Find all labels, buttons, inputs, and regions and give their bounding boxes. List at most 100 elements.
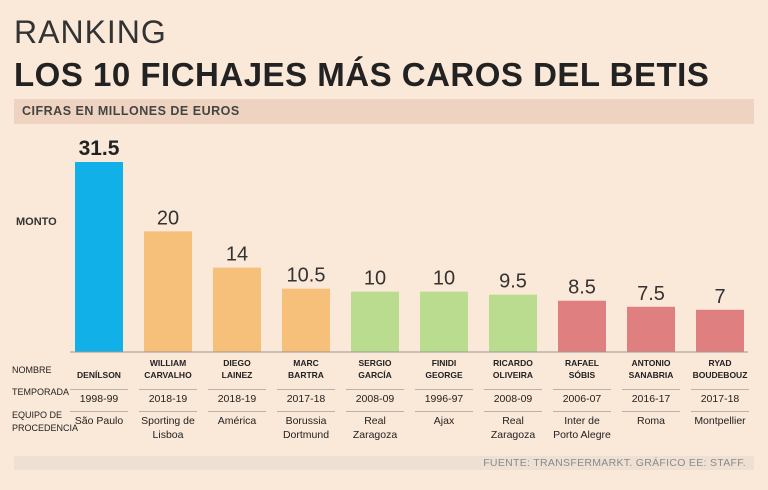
bar-9 [627, 306, 675, 352]
player-team-line-1: América [217, 415, 257, 427]
value-label-1: 31.5 [79, 137, 120, 160]
footer-band [14, 456, 754, 470]
player-name-line-2: BOUDEBOUZ [692, 370, 748, 380]
player-season: 1998-99 [79, 393, 119, 405]
player-team-line-2: Zaragoza [490, 429, 536, 441]
player-team-line-1: Borussia [285, 415, 327, 427]
value-label-8: 8.5 [568, 277, 596, 299]
player-team: São Paulo [66, 414, 132, 428]
player-name-line-1: FINIDI [431, 358, 457, 368]
bar-10 [696, 309, 744, 352]
player-name: MARC BARTRA [273, 357, 339, 381]
player-name: WILLIAM CARVALHO [135, 357, 201, 381]
player-team: Ajax [411, 414, 477, 428]
chart-title: LOS 10 FICHAJES MÁS CAROS DEL BETIS [14, 56, 710, 93]
player-name: ANTONIO SANABRIA [618, 357, 684, 381]
player-name: DIEGO LAINEZ [204, 357, 270, 381]
row-separator [484, 411, 542, 412]
player-team-line-1: Inter de [564, 415, 600, 427]
player-season: 2018-19 [148, 393, 188, 405]
player-team-line-2: Zaragoza [352, 429, 398, 441]
player-team-line-1: Montpellier [694, 415, 746, 427]
row-separator [415, 389, 473, 390]
player-name-line-2: CARVALHO [144, 370, 192, 380]
bar-5 [351, 291, 399, 352]
chart-subtitle: CIFRAS EN MILLONES DE EUROS [22, 104, 240, 118]
row-separator [415, 411, 473, 412]
player-team-line-1: Real [364, 415, 386, 427]
value-label-4: 10.5 [287, 265, 326, 287]
player-season: 2016-17 [631, 393, 671, 405]
row-separator [277, 389, 335, 390]
player-name-line-1: ANTONIO [631, 358, 671, 368]
row-label-nombre: NOMBRE [12, 365, 52, 375]
source-note: FUENTE: TRANSFERMARKT. GRÁFICO EE: STAFF… [483, 457, 746, 469]
value-label-6: 10 [433, 268, 455, 290]
value-label-5: 10 [364, 268, 386, 290]
player-team-line-1: Sporting de [141, 415, 195, 427]
player-team-line-2: Porto Alegre [553, 429, 611, 441]
player-season: 2018-19 [217, 393, 257, 405]
player-team: Inter de Porto Alegre [549, 414, 615, 442]
row-separator [70, 411, 128, 412]
row-label-equipo-1: EQUIPO DE [12, 410, 63, 420]
player-name-line-1: SERGIO [358, 358, 392, 368]
player-season: 1996-97 [424, 393, 464, 405]
player-name-line-2: SANABRIA [628, 370, 674, 380]
value-label-10: 7 [714, 286, 725, 308]
row-separator [622, 389, 680, 390]
player-team-line-2: Dortmund [282, 429, 330, 441]
bar-8 [558, 300, 606, 352]
row-label-equipo-2: PROCEDENCIA [12, 423, 79, 433]
row-separator [70, 389, 128, 390]
player-name-line-1: WILLIAM [149, 358, 187, 368]
row-separator [553, 411, 611, 412]
player-name: SERGIO GARCÍA [342, 357, 408, 381]
row-separator [553, 389, 611, 390]
value-label-9: 7.5 [637, 283, 665, 305]
player-name-line-2: LAINEZ [221, 370, 253, 380]
row-separator [622, 411, 680, 412]
row-separator [139, 389, 197, 390]
player-season: 2008-09 [355, 393, 395, 405]
player-name-line-2: GEORGE [425, 370, 463, 380]
player-season: 2006-07 [562, 393, 602, 405]
player-name: RAFAEL SÓBIS [549, 357, 615, 381]
player-team: Borussia Dortmund [273, 414, 339, 442]
player-season: 2008-09 [493, 393, 533, 405]
player-name-line-2: SÓBIS [568, 370, 596, 380]
kicker: RANKING [14, 14, 167, 50]
player-team: Montpellier [687, 414, 753, 428]
spacer [66, 357, 132, 369]
player-team-line-1: Roma [636, 415, 665, 427]
player-name-line-1: RAFAEL [565, 358, 599, 368]
bar-6 [420, 291, 468, 352]
player-team: Real Zaragoza [342, 414, 408, 442]
value-label-7: 9.5 [499, 271, 527, 293]
player-name-line-2: DENÍLSON [77, 370, 121, 380]
player-name-line-2: GARCÍA [358, 370, 392, 380]
player-name: DENÍLSON [66, 357, 132, 381]
row-separator [277, 411, 335, 412]
bar-2 [144, 231, 192, 352]
player-team: Real Zaragoza [480, 414, 546, 442]
player-name: RYAD BOUDEBOUZ [687, 357, 753, 381]
value-label-2: 20 [157, 207, 179, 229]
subtitle-band [14, 99, 754, 124]
player-name-line-1: MARC [293, 358, 319, 368]
player-name: FINIDI GEORGE [411, 357, 477, 381]
bar-1 [75, 162, 123, 352]
row-separator [346, 389, 404, 390]
value-label-3: 14 [226, 244, 248, 266]
row-separator [208, 411, 266, 412]
player-team-line-1: São Paulo [74, 415, 124, 427]
player-team-line-1: Ajax [433, 415, 455, 427]
player-team: América [204, 414, 270, 428]
bar-4 [282, 288, 330, 352]
player-team-line-2: Lisboa [152, 429, 184, 441]
player-name-line-1: DIEGO [223, 358, 251, 368]
player-name: RICARDO OLIVEIRA [480, 357, 546, 381]
player-name-line-2: BARTRA [288, 370, 324, 380]
row-separator [208, 389, 266, 390]
